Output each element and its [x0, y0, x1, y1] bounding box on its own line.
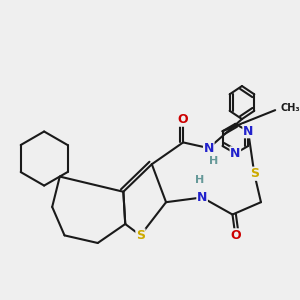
Text: O: O: [230, 229, 241, 242]
Text: N: N: [197, 191, 207, 204]
Text: S: S: [250, 167, 259, 180]
Text: H: H: [195, 176, 204, 185]
Text: CH₃: CH₃: [280, 103, 300, 113]
Text: S: S: [136, 229, 145, 242]
Text: N: N: [230, 147, 241, 160]
Text: O: O: [178, 113, 188, 126]
Text: N: N: [243, 125, 253, 138]
Text: N: N: [204, 142, 214, 154]
Text: H: H: [209, 156, 218, 167]
